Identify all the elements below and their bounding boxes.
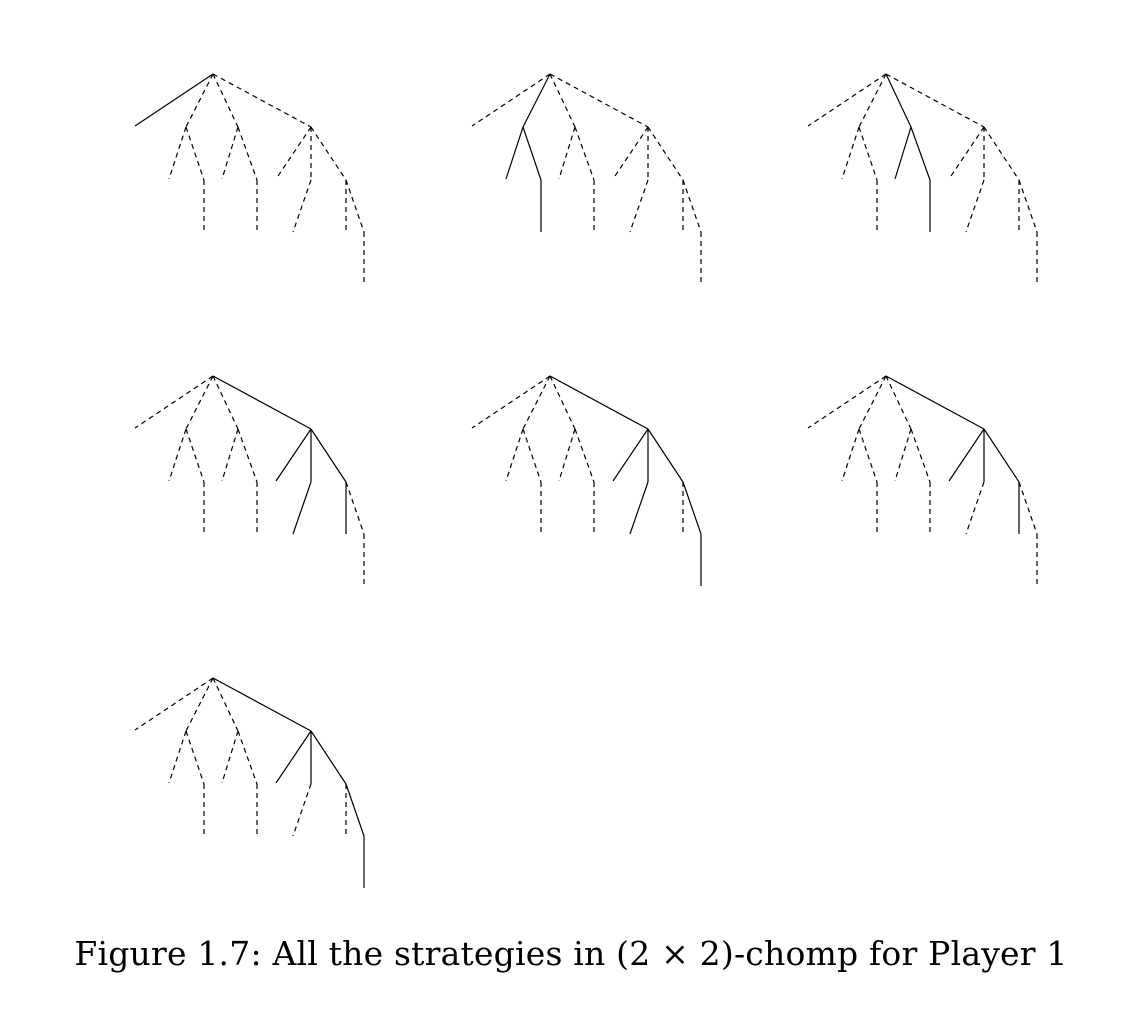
strategy-tree-4	[134, 375, 365, 586]
tree-edge-root-a-dashed	[134, 375, 214, 429]
tree-edge-m-p-dashed	[345, 179, 365, 233]
tree-edge-b-f-dashed	[185, 428, 205, 483]
tree-edge-root-c-dashed	[212, 73, 239, 128]
tree-edge-k-n-dashed	[965, 481, 985, 535]
tree-edge-b-e-dashed	[841, 428, 860, 482]
tree-edge-k-n-dashed	[965, 179, 985, 233]
tree-edge-root-a-solid	[134, 73, 214, 127]
tree-edge-c-h-dashed	[221, 126, 239, 180]
tree-edge-d-m-solid	[983, 428, 1020, 483]
tree-edge-root-c-solid	[885, 73, 912, 128]
tree-edge-root-c-dashed	[212, 375, 239, 430]
tree-edge-d-m-solid	[310, 428, 347, 483]
tree-edge-d-l-dashed	[612, 126, 649, 180]
tree-edge-c-h-dashed	[894, 428, 912, 482]
tree-edge-root-a-dashed	[807, 73, 887, 127]
tree-edge-root-b-dashed	[858, 375, 887, 430]
tree-edge-k-n-dashed	[629, 179, 649, 233]
tree-edge-b-f-dashed	[185, 126, 205, 181]
tree-edge-root-c-dashed	[212, 677, 239, 732]
tree-edge-c-i-dashed	[574, 126, 595, 181]
tree-edge-d-m-solid	[647, 428, 684, 483]
tree-edge-m-p-solid	[345, 783, 365, 837]
tree-edge-b-e-dashed	[168, 126, 187, 180]
tree-edge-root-b-solid	[522, 73, 551, 128]
tree-edge-c-i-dashed	[910, 428, 931, 483]
tree-edge-d-m-solid	[310, 730, 347, 785]
tree-edge-d-l-solid	[612, 428, 649, 482]
tree-edge-m-p-dashed	[682, 179, 702, 233]
tree-edge-m-p-dashed	[1018, 179, 1038, 233]
strategy-tree-6	[807, 375, 1038, 586]
figure-caption: Figure 1.7: All the strategies in (2 × 2…	[74, 934, 1068, 973]
tree-edge-c-h-dashed	[221, 730, 239, 784]
tree-edge-root-d-dashed	[549, 73, 649, 128]
tree-edge-m-p-dashed	[1018, 481, 1038, 535]
tree-edge-b-f-dashed	[858, 126, 878, 181]
tree-edge-d-l-dashed	[275, 126, 312, 180]
tree-edge-root-b-dashed	[185, 375, 214, 430]
strategy-tree-2	[471, 73, 702, 284]
tree-edge-b-e-dashed	[505, 428, 524, 482]
tree-edge-root-a-dashed	[134, 677, 214, 731]
tree-edge-b-e-dashed	[168, 428, 187, 482]
strategy-tree-3	[807, 73, 1038, 284]
tree-edge-root-d-solid	[885, 375, 985, 430]
tree-edge-k-n-dashed	[292, 179, 312, 233]
tree-edge-b-f-dashed	[858, 428, 878, 483]
tree-edge-c-i-dashed	[237, 428, 258, 483]
tree-edge-root-d-solid	[212, 677, 312, 732]
strategy-tree-1	[134, 73, 365, 284]
tree-edge-c-h-dashed	[558, 126, 576, 180]
tree-edge-k-n-solid	[629, 481, 649, 535]
tree-edge-c-h-dashed	[221, 428, 239, 482]
tree-edge-root-d-dashed	[212, 73, 312, 128]
tree-edge-d-m-dashed	[647, 126, 684, 181]
tree-edge-root-b-dashed	[185, 73, 214, 128]
tree-edge-k-n-solid	[292, 481, 312, 535]
tree-edge-root-d-solid	[549, 375, 649, 430]
tree-edge-root-b-dashed	[185, 677, 214, 732]
strategy-tree-7	[134, 677, 365, 888]
tree-edge-d-l-dashed	[948, 126, 985, 180]
tree-edge-b-f-dashed	[185, 730, 205, 785]
tree-edge-root-c-dashed	[549, 73, 576, 128]
tree-edge-m-p-dashed	[345, 481, 365, 535]
tree-edge-c-i-solid	[910, 126, 931, 181]
tree-edge-b-e-dashed	[841, 126, 860, 180]
tree-edge-root-b-dashed	[522, 375, 551, 430]
tree-edge-d-l-solid	[275, 428, 312, 482]
tree-edge-c-i-dashed	[237, 126, 258, 181]
tree-edge-d-l-solid	[275, 730, 312, 784]
tree-edge-d-m-dashed	[983, 126, 1020, 181]
tree-edge-b-f-solid	[522, 126, 542, 181]
strategy-tree-5	[471, 375, 702, 586]
tree-edge-c-h-solid	[894, 126, 912, 180]
tree-edge-b-f-dashed	[522, 428, 542, 483]
tree-edge-m-p-solid	[682, 481, 702, 535]
tree-edge-c-i-dashed	[574, 428, 595, 483]
tree-edge-k-n-dashed	[292, 783, 312, 837]
tree-edge-root-a-dashed	[471, 73, 551, 127]
tree-edge-root-c-dashed	[885, 375, 912, 430]
tree-edge-root-d-dashed	[885, 73, 985, 128]
tree-edge-c-h-dashed	[558, 428, 576, 482]
tree-edge-c-i-dashed	[237, 730, 258, 785]
tree-edge-root-b-dashed	[858, 73, 887, 128]
tree-edge-b-e-dashed	[168, 730, 187, 784]
tree-edge-root-d-solid	[212, 375, 312, 430]
tree-edge-root-c-dashed	[549, 375, 576, 430]
tree-edge-d-l-solid	[948, 428, 985, 482]
tree-edge-b-e-solid	[505, 126, 524, 180]
tree-edge-d-m-dashed	[310, 126, 347, 181]
tree-edge-root-a-dashed	[471, 375, 551, 429]
tree-edge-root-a-dashed	[807, 375, 887, 429]
